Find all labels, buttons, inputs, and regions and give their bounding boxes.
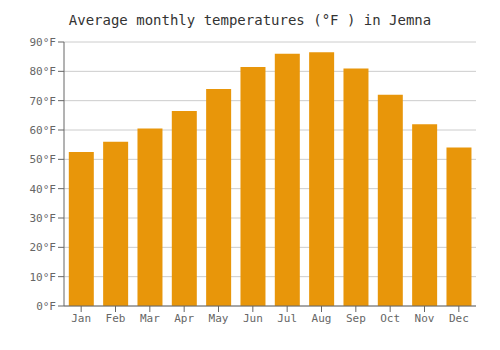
svg-text:Jun: Jun bbox=[243, 312, 263, 325]
svg-text:Feb: Feb bbox=[106, 312, 126, 325]
svg-text:May: May bbox=[209, 312, 229, 325]
svg-text:60°F: 60°F bbox=[30, 124, 57, 137]
svg-text:Mar: Mar bbox=[140, 312, 160, 325]
svg-text:20°F: 20°F bbox=[30, 241, 57, 254]
svg-text:90°F: 90°F bbox=[30, 36, 57, 49]
svg-text:Dec: Dec bbox=[449, 312, 469, 325]
svg-text:Aug: Aug bbox=[312, 312, 332, 325]
svg-text:Sep: Sep bbox=[346, 312, 366, 325]
svg-text:Jan: Jan bbox=[71, 312, 91, 325]
svg-text:40°F: 40°F bbox=[30, 183, 57, 196]
svg-text:Oct: Oct bbox=[380, 312, 400, 325]
html-text:Average monthly temperatures (: Average monthly temperatures (°F ) in Je… bbox=[68, 12, 432, 28]
svg-text:80°F: 80°F bbox=[30, 65, 57, 78]
svg-text:Jul: Jul bbox=[277, 312, 297, 325]
svg-text:Nov: Nov bbox=[415, 312, 435, 325]
svg-text:30°F: 30°F bbox=[30, 212, 57, 225]
svg-text:Apr: Apr bbox=[174, 312, 194, 325]
svg-text:0°F: 0°F bbox=[36, 300, 56, 313]
svg-text:70°F: 70°F bbox=[30, 95, 57, 108]
svg-text:50°F: 50°F bbox=[30, 153, 57, 166]
svg-text:10°F: 10°F bbox=[30, 271, 57, 284]
